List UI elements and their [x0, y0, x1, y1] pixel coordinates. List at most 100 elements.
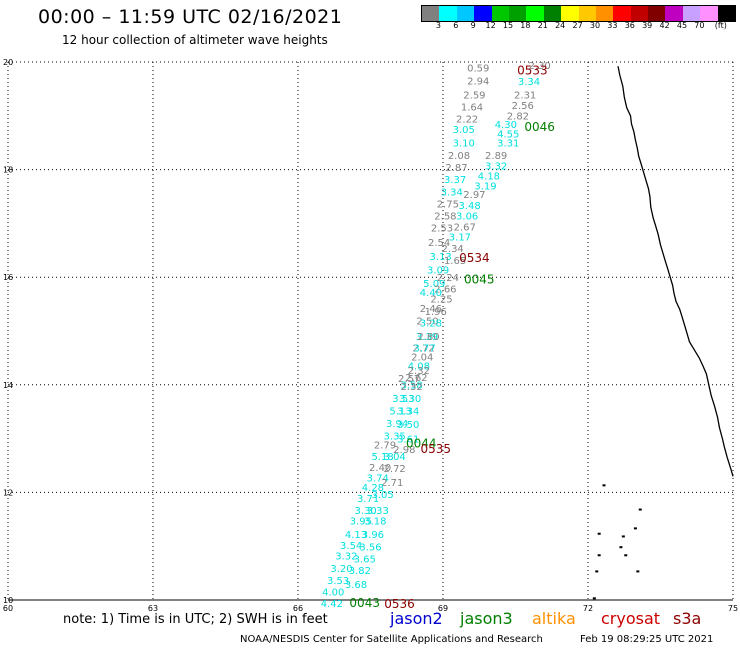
- wave-height-value: 2.50: [416, 317, 438, 328]
- wave-height-value: 1.64: [461, 102, 483, 113]
- color-scale-label: 18: [520, 21, 531, 30]
- color-cell: [682, 6, 701, 21]
- pass-time-label: 0533: [517, 63, 548, 77]
- generated-timestamp: Feb 19 08:29:25 UTC 2021: [580, 634, 714, 645]
- wave-height-value: 3.30: [355, 506, 377, 517]
- wave-height-value: 4.42: [321, 599, 343, 610]
- wave-height-value: 2.25: [430, 294, 452, 305]
- india-coastline: [617, 66, 734, 477]
- color-cell: [474, 6, 492, 21]
- wave-height-value: 3.34: [397, 406, 419, 417]
- island-mark: [619, 546, 623, 549]
- color-cell: [561, 6, 579, 21]
- color-scale-label: 70: [694, 21, 705, 30]
- lat-lon-grid: [7, 61, 734, 601]
- color-scale-label: 36: [624, 21, 635, 30]
- coastline: [592, 66, 734, 600]
- lat-tick-label: 18: [3, 166, 13, 175]
- wave-height-value: 2.40: [369, 463, 391, 474]
- wave-height-value: 2.08: [448, 151, 470, 162]
- color-cell: [578, 6, 596, 21]
- color-cell: [543, 6, 562, 21]
- pass-time-label: 0043: [349, 596, 380, 610]
- wave-height-value: 3.50: [397, 420, 419, 431]
- wave-height-value: 4.55: [497, 129, 519, 140]
- units-note: note: 1) Time is in UTC; 2) SWH is in fe…: [63, 612, 328, 627]
- color-scale-labels: 3 6 9 12 15 18 21 24 27 30 33 36 39 42 45 70 (ft): [421, 21, 740, 33]
- island-mark: [592, 597, 596, 600]
- wave-height-value: 3.20: [330, 564, 352, 575]
- island-mark: [633, 527, 637, 530]
- satellite-name-jason3: jason3: [460, 609, 513, 628]
- lat-tick-label: 12: [3, 488, 13, 497]
- island-mark: [636, 570, 640, 573]
- wave-height-value: 2.58: [434, 212, 456, 223]
- color-scale-label: 24: [555, 21, 566, 30]
- wave-height-value: 3.54: [340, 541, 362, 552]
- pass-time-label: 0534: [459, 251, 490, 265]
- wave-height-value: 3.34: [441, 187, 463, 198]
- wave-height-value: 4.00: [322, 588, 344, 599]
- wave-height-value: 3.35: [384, 432, 406, 443]
- color-cell: [717, 6, 736, 21]
- island-mark: [621, 535, 625, 538]
- island-mark: [638, 508, 642, 511]
- wave-height-value: 3.58: [400, 381, 422, 392]
- wave-height-value: 5.09: [423, 279, 445, 290]
- wave-height-value: 2.22: [456, 114, 478, 125]
- color-scale-label: 21: [537, 21, 548, 30]
- color-cell: [700, 6, 718, 21]
- lon-tick-label: 63: [148, 604, 158, 613]
- axis-ticks: 60 63 66 69 72 75 20 18 16 14 12 10: [3, 58, 738, 613]
- lon-tick-label: 69: [438, 604, 448, 613]
- lon-tick-label: 75: [728, 604, 738, 613]
- wave-height-value: 2.75: [437, 199, 459, 210]
- wave-height-value: 2.24: [437, 273, 459, 284]
- lon-tick-label: 72: [583, 604, 593, 613]
- color-scale-label: (ft): [714, 21, 727, 30]
- wave-height-value: 3.95: [350, 517, 372, 528]
- color-cell: [439, 6, 457, 21]
- wave-height-value: 3.10: [453, 138, 475, 149]
- pass-time-label: 0535: [420, 442, 451, 456]
- wave-height-value: 3.34: [518, 77, 540, 88]
- color-cell: [613, 6, 631, 21]
- wave-height-value: 4.28: [362, 483, 384, 494]
- wave-height-value: 3.31: [497, 138, 519, 149]
- wave-height-value: 4.13: [345, 530, 367, 541]
- wave-height-value: 3.05: [453, 125, 475, 136]
- island-mark: [597, 532, 601, 535]
- wave-height-value: 2.67: [454, 222, 476, 233]
- wave-height-value: 2.31: [514, 91, 536, 102]
- wave-height-value: 2.97: [463, 190, 485, 201]
- color-scale-label: 30: [589, 21, 601, 30]
- wave-height-value: 3.56: [359, 543, 381, 554]
- color-scale-bar: [421, 5, 737, 22]
- wave-height-labels: 2.30 0.59 3.34 2.94 2.31 2.59 2.56 1.64 2.82 2.22…: [321, 61, 551, 610]
- color-cell: [630, 6, 649, 21]
- wave-height-value: 2.59: [463, 91, 485, 102]
- pass-time-label: 0536: [384, 597, 415, 611]
- wave-height-value: 3.39: [416, 332, 438, 343]
- color-cell: [456, 6, 475, 21]
- wave-height-value: 2.87: [445, 163, 467, 174]
- color-scale-label: 15: [502, 21, 514, 30]
- wave-height-value: 3.61: [397, 434, 419, 445]
- color-scale-label: 27: [572, 21, 583, 30]
- wave-height-value: 3.33: [367, 506, 389, 517]
- wave-height-value: 2.80: [417, 332, 439, 343]
- color-scale-label: 42: [659, 21, 670, 30]
- wave-height-value: 3.96: [362, 530, 384, 541]
- wave-height-value: 2.89: [485, 151, 507, 162]
- wave-height-value: 3.37: [444, 175, 466, 186]
- wave-height-value: 2.56: [512, 101, 534, 112]
- pass-time-label: 0044: [406, 437, 437, 451]
- wave-height-value: 1.65: [444, 256, 466, 267]
- color-cell: [665, 6, 683, 21]
- wave-height-value: 3.65: [354, 554, 376, 565]
- wave-height-value: 3.18: [364, 517, 386, 528]
- wave-height-value: 4.08: [408, 362, 430, 373]
- color-cell: [422, 6, 440, 21]
- color-scale-label: 12: [485, 21, 496, 30]
